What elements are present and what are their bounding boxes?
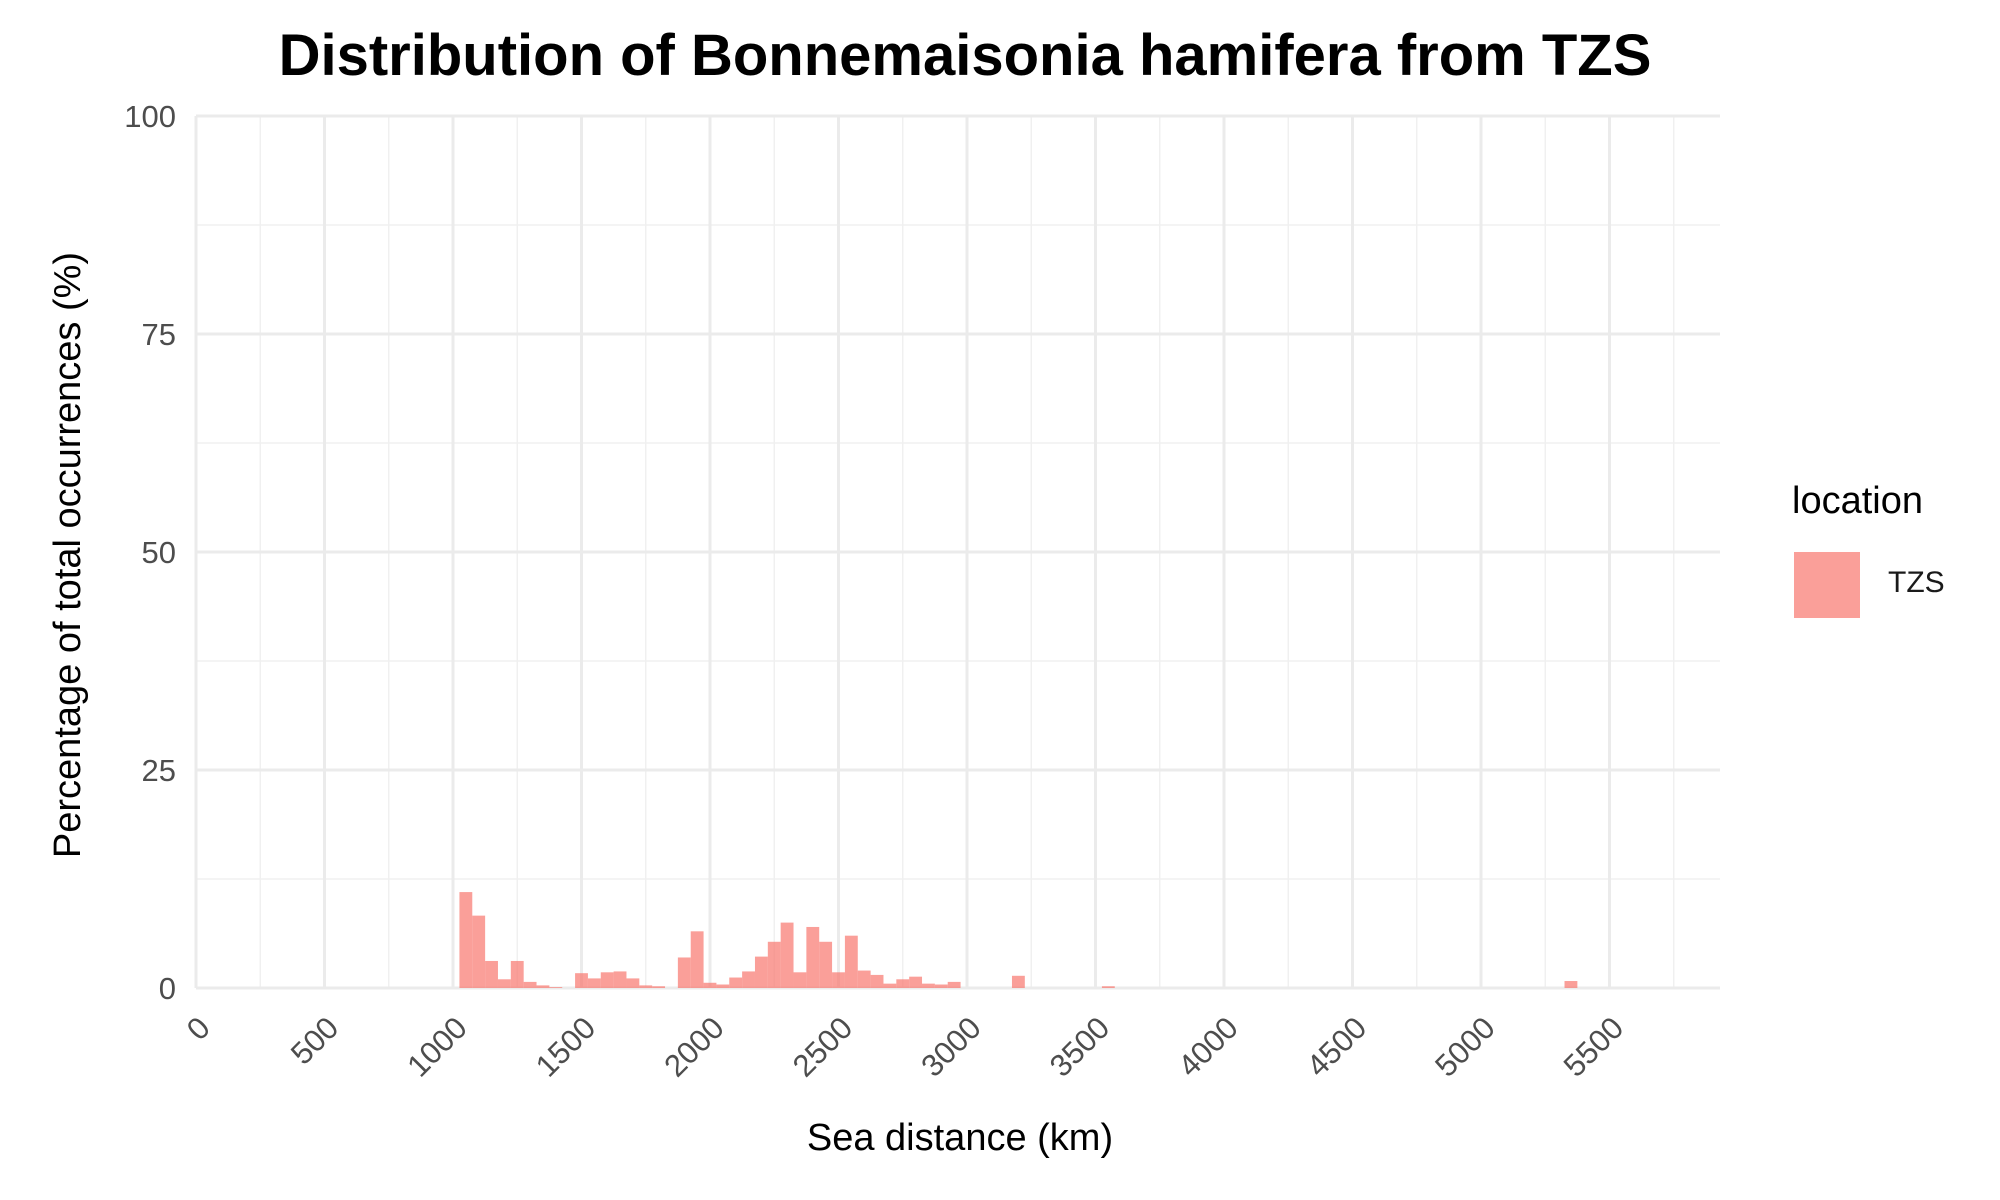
histogram-bar: [767, 941, 781, 988]
legend-label-tzs: TZS: [1888, 566, 1945, 599]
x-tick-label: 500: [284, 1010, 345, 1071]
x-tick-label: 5500: [1557, 1010, 1631, 1084]
y-tick-label: 0: [159, 971, 176, 1006]
histogram-bar: [780, 922, 794, 988]
histogram-bar: [870, 974, 884, 988]
y-tick-label: 50: [142, 535, 176, 570]
grid-lines: [194, 114, 1720, 990]
x-tick-label: 3500: [1043, 1010, 1117, 1084]
y-axis-label: Percentage of total occurrences (%): [47, 252, 89, 858]
histogram-bar: [793, 972, 807, 988]
histogram-bar: [742, 971, 755, 988]
y-tick-label: 100: [124, 99, 176, 134]
histogram-bar: [883, 983, 897, 988]
histogram-bar: [716, 984, 730, 988]
histogram-bar: [575, 973, 588, 988]
histogram-bar: [1101, 986, 1115, 988]
histogram-bar: [613, 971, 627, 988]
histogram-bar: [485, 960, 498, 988]
histogram-bar: [497, 979, 511, 988]
histogram-bar: [909, 976, 923, 988]
x-axis-ticks: 0 500 1000 1500 2000 2500 3000 3500 4000 4500 5000…: [180, 1010, 1630, 1084]
x-tick-label: 1500: [529, 1010, 603, 1084]
legend-title: location: [1792, 480, 1923, 522]
x-axis-label: Sea distance (km): [807, 1117, 1113, 1159]
histogram-bar: [677, 957, 691, 988]
histogram-bar: [639, 985, 653, 988]
histogram-bar: [587, 978, 601, 988]
x-tick-label: 2500: [786, 1010, 860, 1084]
y-tick-label: 25: [142, 753, 176, 788]
histogram-bar: [626, 978, 640, 988]
histogram-bar: [1564, 981, 1578, 988]
histogram-bar: [690, 931, 704, 988]
histogram-bar: [549, 987, 563, 988]
x-tick-label: 2000: [657, 1010, 731, 1084]
histogram-bar: [536, 985, 550, 988]
x-tick-label: 1000: [400, 1010, 474, 1084]
histogram-bar: [459, 892, 473, 988]
histogram-bar: [844, 935, 858, 988]
histogram-bar: [703, 982, 717, 988]
y-tick-label: 75: [142, 317, 176, 352]
x-tick-label: 3000: [914, 1010, 988, 1084]
histogram-bars: [459, 892, 1578, 988]
y-axis-ticks: 0 25 50 75 100: [124, 99, 176, 1006]
histogram-bar: [510, 960, 524, 988]
x-tick-label: 4000: [1171, 1010, 1245, 1084]
histogram-bar: [922, 983, 935, 988]
x-tick-label: 5000: [1428, 1010, 1502, 1084]
histogram-bar: [652, 986, 666, 988]
chart-title: Distribution of Bonnemaisonia hamifera f…: [278, 23, 1652, 88]
histogram-bar: [806, 926, 820, 988]
histogram-bar: [857, 970, 871, 988]
histogram-bar: [729, 977, 743, 988]
histogram-bar: [832, 972, 845, 988]
x-tick-label: 4500: [1300, 1010, 1374, 1084]
histogram-bar: [523, 981, 537, 988]
histogram-bar: [947, 981, 961, 988]
histogram-bar: [1011, 975, 1025, 988]
histogram-bar: [819, 941, 833, 988]
histogram-bar: [934, 984, 948, 988]
histogram-bar: [896, 979, 910, 988]
x-tick-label: 0: [180, 1010, 217, 1047]
histogram-bar: [472, 915, 486, 988]
histogram-bar: [754, 956, 768, 988]
legend-key-tzs: [1794, 552, 1860, 618]
histogram-bar: [600, 972, 614, 988]
legend: location TZS: [1792, 480, 1945, 618]
